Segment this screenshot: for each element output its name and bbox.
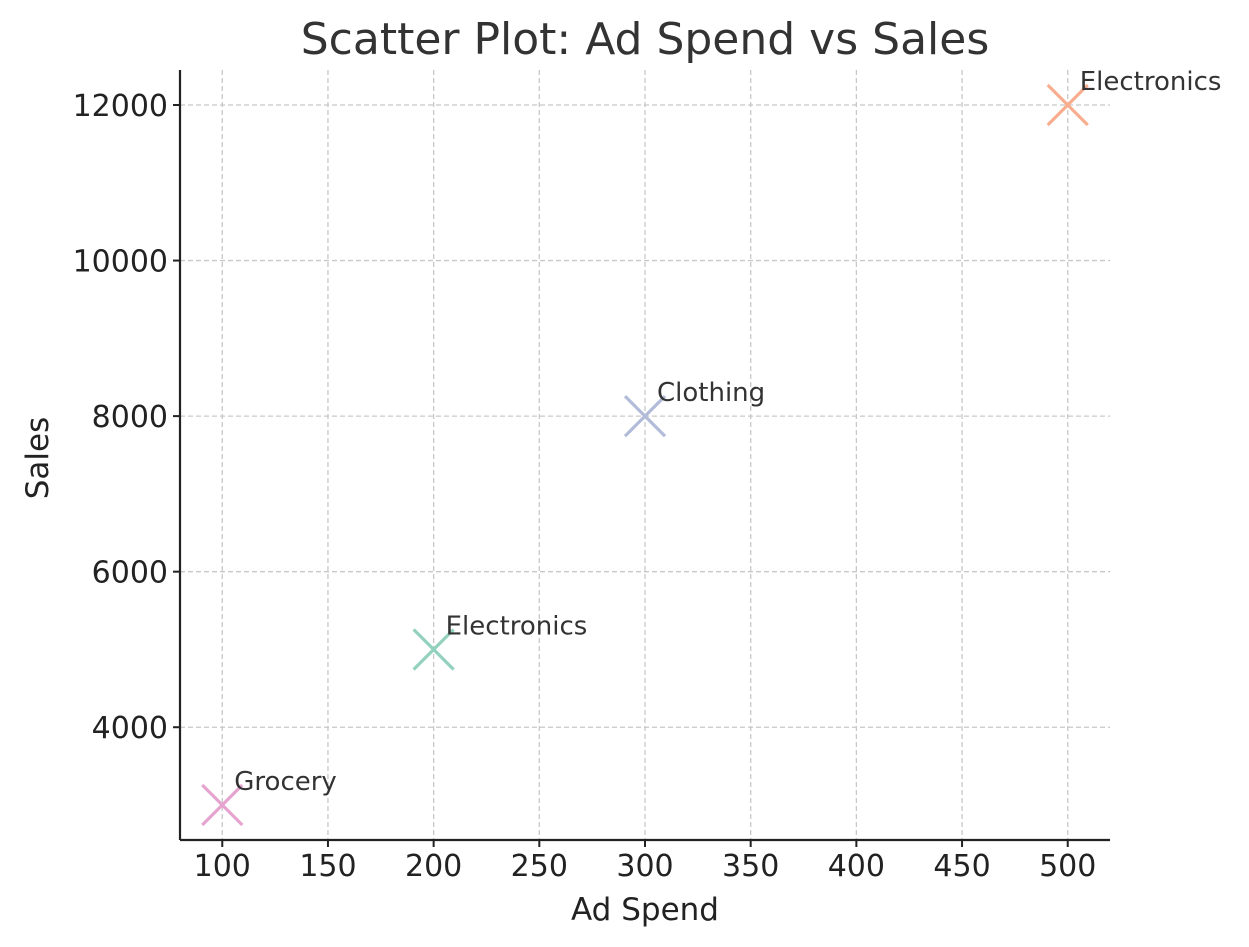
point-label: Grocery xyxy=(234,767,337,797)
x-tick-label: 500 xyxy=(1039,849,1096,884)
y-tick-label: 4000 xyxy=(92,711,168,746)
y-axis-label: Sales xyxy=(20,417,56,500)
grid xyxy=(180,70,1110,840)
x-tick-label: 150 xyxy=(299,849,356,884)
data-point xyxy=(623,394,667,438)
x-tick-label: 350 xyxy=(722,849,779,884)
x-tick-label: 200 xyxy=(405,849,462,884)
chart-title: Scatter Plot: Ad Spend vs Sales xyxy=(301,14,990,65)
point-label: Electronics xyxy=(446,611,588,641)
point-label: Electronics xyxy=(1080,67,1222,97)
point-label: Clothing xyxy=(657,378,765,408)
point-labels: Grocery Electronics Clothing Electronics xyxy=(234,67,1221,797)
y-tick-label: 10000 xyxy=(73,245,168,280)
y-tick-label: 12000 xyxy=(73,89,168,124)
x-marker-stroke xyxy=(1046,83,1089,127)
y-tick-label: 6000 xyxy=(92,556,168,591)
x-marker-stroke xyxy=(623,394,667,438)
x-marker-stroke xyxy=(201,783,244,827)
data-points xyxy=(201,83,1089,827)
data-point xyxy=(201,783,244,827)
data-point xyxy=(412,628,455,671)
data-point xyxy=(1046,83,1089,127)
x-tick-label: 450 xyxy=(933,849,990,884)
ticks: 100 150 200 250 300 350 400 450 500 4000 6000 8000 1… xyxy=(73,89,1097,884)
x-tick-label: 300 xyxy=(616,849,673,884)
x-tick-label: 400 xyxy=(828,849,885,884)
y-tick-label: 8000 xyxy=(92,400,168,435)
x-marker-stroke xyxy=(412,628,455,671)
x-tick-label: 100 xyxy=(194,849,251,884)
x-axis-label: Ad Spend xyxy=(571,892,719,928)
x-tick-label: 250 xyxy=(511,849,568,884)
